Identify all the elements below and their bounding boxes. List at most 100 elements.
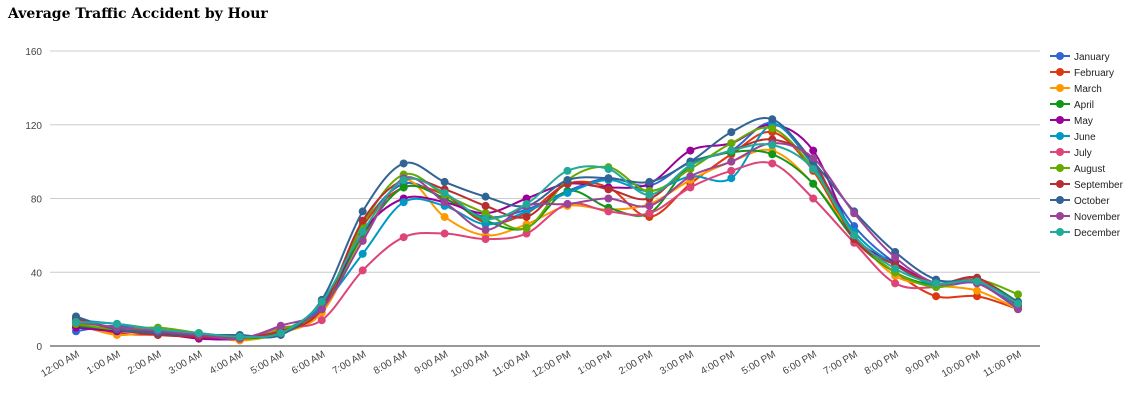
x-tick-label: 9:00 AM (413, 349, 450, 377)
data-point (440, 212, 449, 221)
data-point (481, 235, 490, 244)
y-tick-label: 0 (36, 342, 42, 353)
data-point (1014, 305, 1022, 314)
data-point (891, 253, 900, 262)
y-tick-label: 120 (25, 121, 42, 132)
data-point (604, 194, 613, 203)
data-point (891, 247, 900, 256)
data-point (440, 188, 449, 197)
legend-marker (1056, 116, 1064, 124)
legend-label-october: October (1074, 196, 1110, 207)
data-point (1014, 290, 1022, 299)
data-point (809, 153, 818, 162)
data-point (932, 292, 941, 301)
legend-marker (1056, 148, 1064, 156)
data-point (645, 190, 654, 199)
data-point (112, 319, 121, 328)
x-tick-label: 7:00 PM (822, 349, 860, 377)
x-tick-label: 12:00 AM (39, 349, 81, 380)
data-point (481, 214, 490, 223)
data-point (399, 198, 408, 207)
data-point (358, 227, 367, 236)
data-point (645, 177, 654, 186)
legend-marker (1056, 84, 1064, 92)
x-tick-label: 3:00 PM (658, 349, 696, 377)
data-point (686, 161, 695, 170)
series-line-april (75, 149, 1019, 340)
legend-marker (1056, 68, 1064, 76)
legend-label-april: April (1074, 100, 1094, 111)
x-tick-label: 3:00 AM (167, 349, 204, 377)
data-point (522, 194, 531, 203)
data-point (850, 231, 859, 240)
legend-label-march: March (1074, 84, 1102, 95)
data-point (686, 172, 695, 181)
data-point (522, 212, 531, 221)
data-point (727, 128, 736, 137)
data-point (768, 159, 777, 168)
data-point (481, 192, 490, 201)
legend-marker (1056, 164, 1064, 172)
data-point (399, 176, 408, 185)
data-point (481, 201, 490, 210)
data-point (481, 225, 490, 234)
data-point (72, 312, 80, 321)
x-tick-label: 2:00 PM (617, 349, 655, 377)
legend-marker (1056, 180, 1064, 188)
data-point (481, 209, 490, 218)
x-tick-label: 7:00 AM (331, 349, 368, 377)
x-tick-label: 11:00 PM (982, 349, 1024, 380)
data-point (276, 329, 285, 338)
data-point (891, 264, 900, 273)
data-point (645, 201, 654, 210)
data-point (563, 200, 572, 209)
y-tick-label: 160 (25, 47, 42, 58)
x-tick-label: 4:00 AM (208, 349, 245, 377)
data-point (768, 150, 777, 159)
data-point (727, 174, 736, 183)
series-line-june (75, 123, 1019, 338)
data-point (399, 159, 408, 168)
data-point (809, 165, 818, 173)
data-point (973, 286, 982, 295)
data-point (850, 209, 859, 218)
x-tick-label: 10:00 PM (940, 349, 983, 380)
data-point (481, 220, 490, 229)
data-point (522, 207, 531, 216)
x-tick-label: 12:00 PM (530, 349, 573, 380)
data-point (604, 165, 613, 173)
data-point (809, 179, 818, 188)
data-point (768, 124, 777, 133)
legend-label-may: May (1074, 116, 1093, 127)
x-tick-label: 9:00 PM (904, 349, 942, 377)
data-point (358, 249, 367, 258)
data-point (358, 207, 367, 216)
legend-marker (1056, 52, 1064, 60)
data-point (809, 194, 818, 203)
data-point (768, 115, 777, 124)
x-tick-label: 5:00 AM (249, 349, 286, 377)
data-point (72, 318, 80, 327)
data-point (358, 216, 367, 225)
data-point (522, 200, 531, 209)
data-point (809, 146, 818, 155)
data-point (604, 174, 613, 183)
x-tick-label: 8:00 AM (372, 349, 409, 377)
data-point (358, 236, 367, 245)
legend-label-september: September (1074, 180, 1124, 191)
series-line-july (75, 161, 1019, 340)
x-tick-label: 11:00 AM (491, 349, 532, 379)
data-point (604, 207, 613, 216)
data-point (563, 188, 572, 197)
series-line-august (75, 126, 1019, 340)
x-tick-label: 4:00 PM (699, 349, 737, 377)
data-point (727, 139, 736, 148)
data-point (440, 198, 449, 207)
legend-label-july: July (1074, 148, 1092, 159)
data-point (440, 177, 449, 186)
chart-title: Average Traffic Accident by Hour (8, 6, 268, 22)
legend-marker (1056, 132, 1064, 140)
data-point (1014, 299, 1022, 308)
x-tick-label: 6:00 AM (290, 349, 327, 377)
